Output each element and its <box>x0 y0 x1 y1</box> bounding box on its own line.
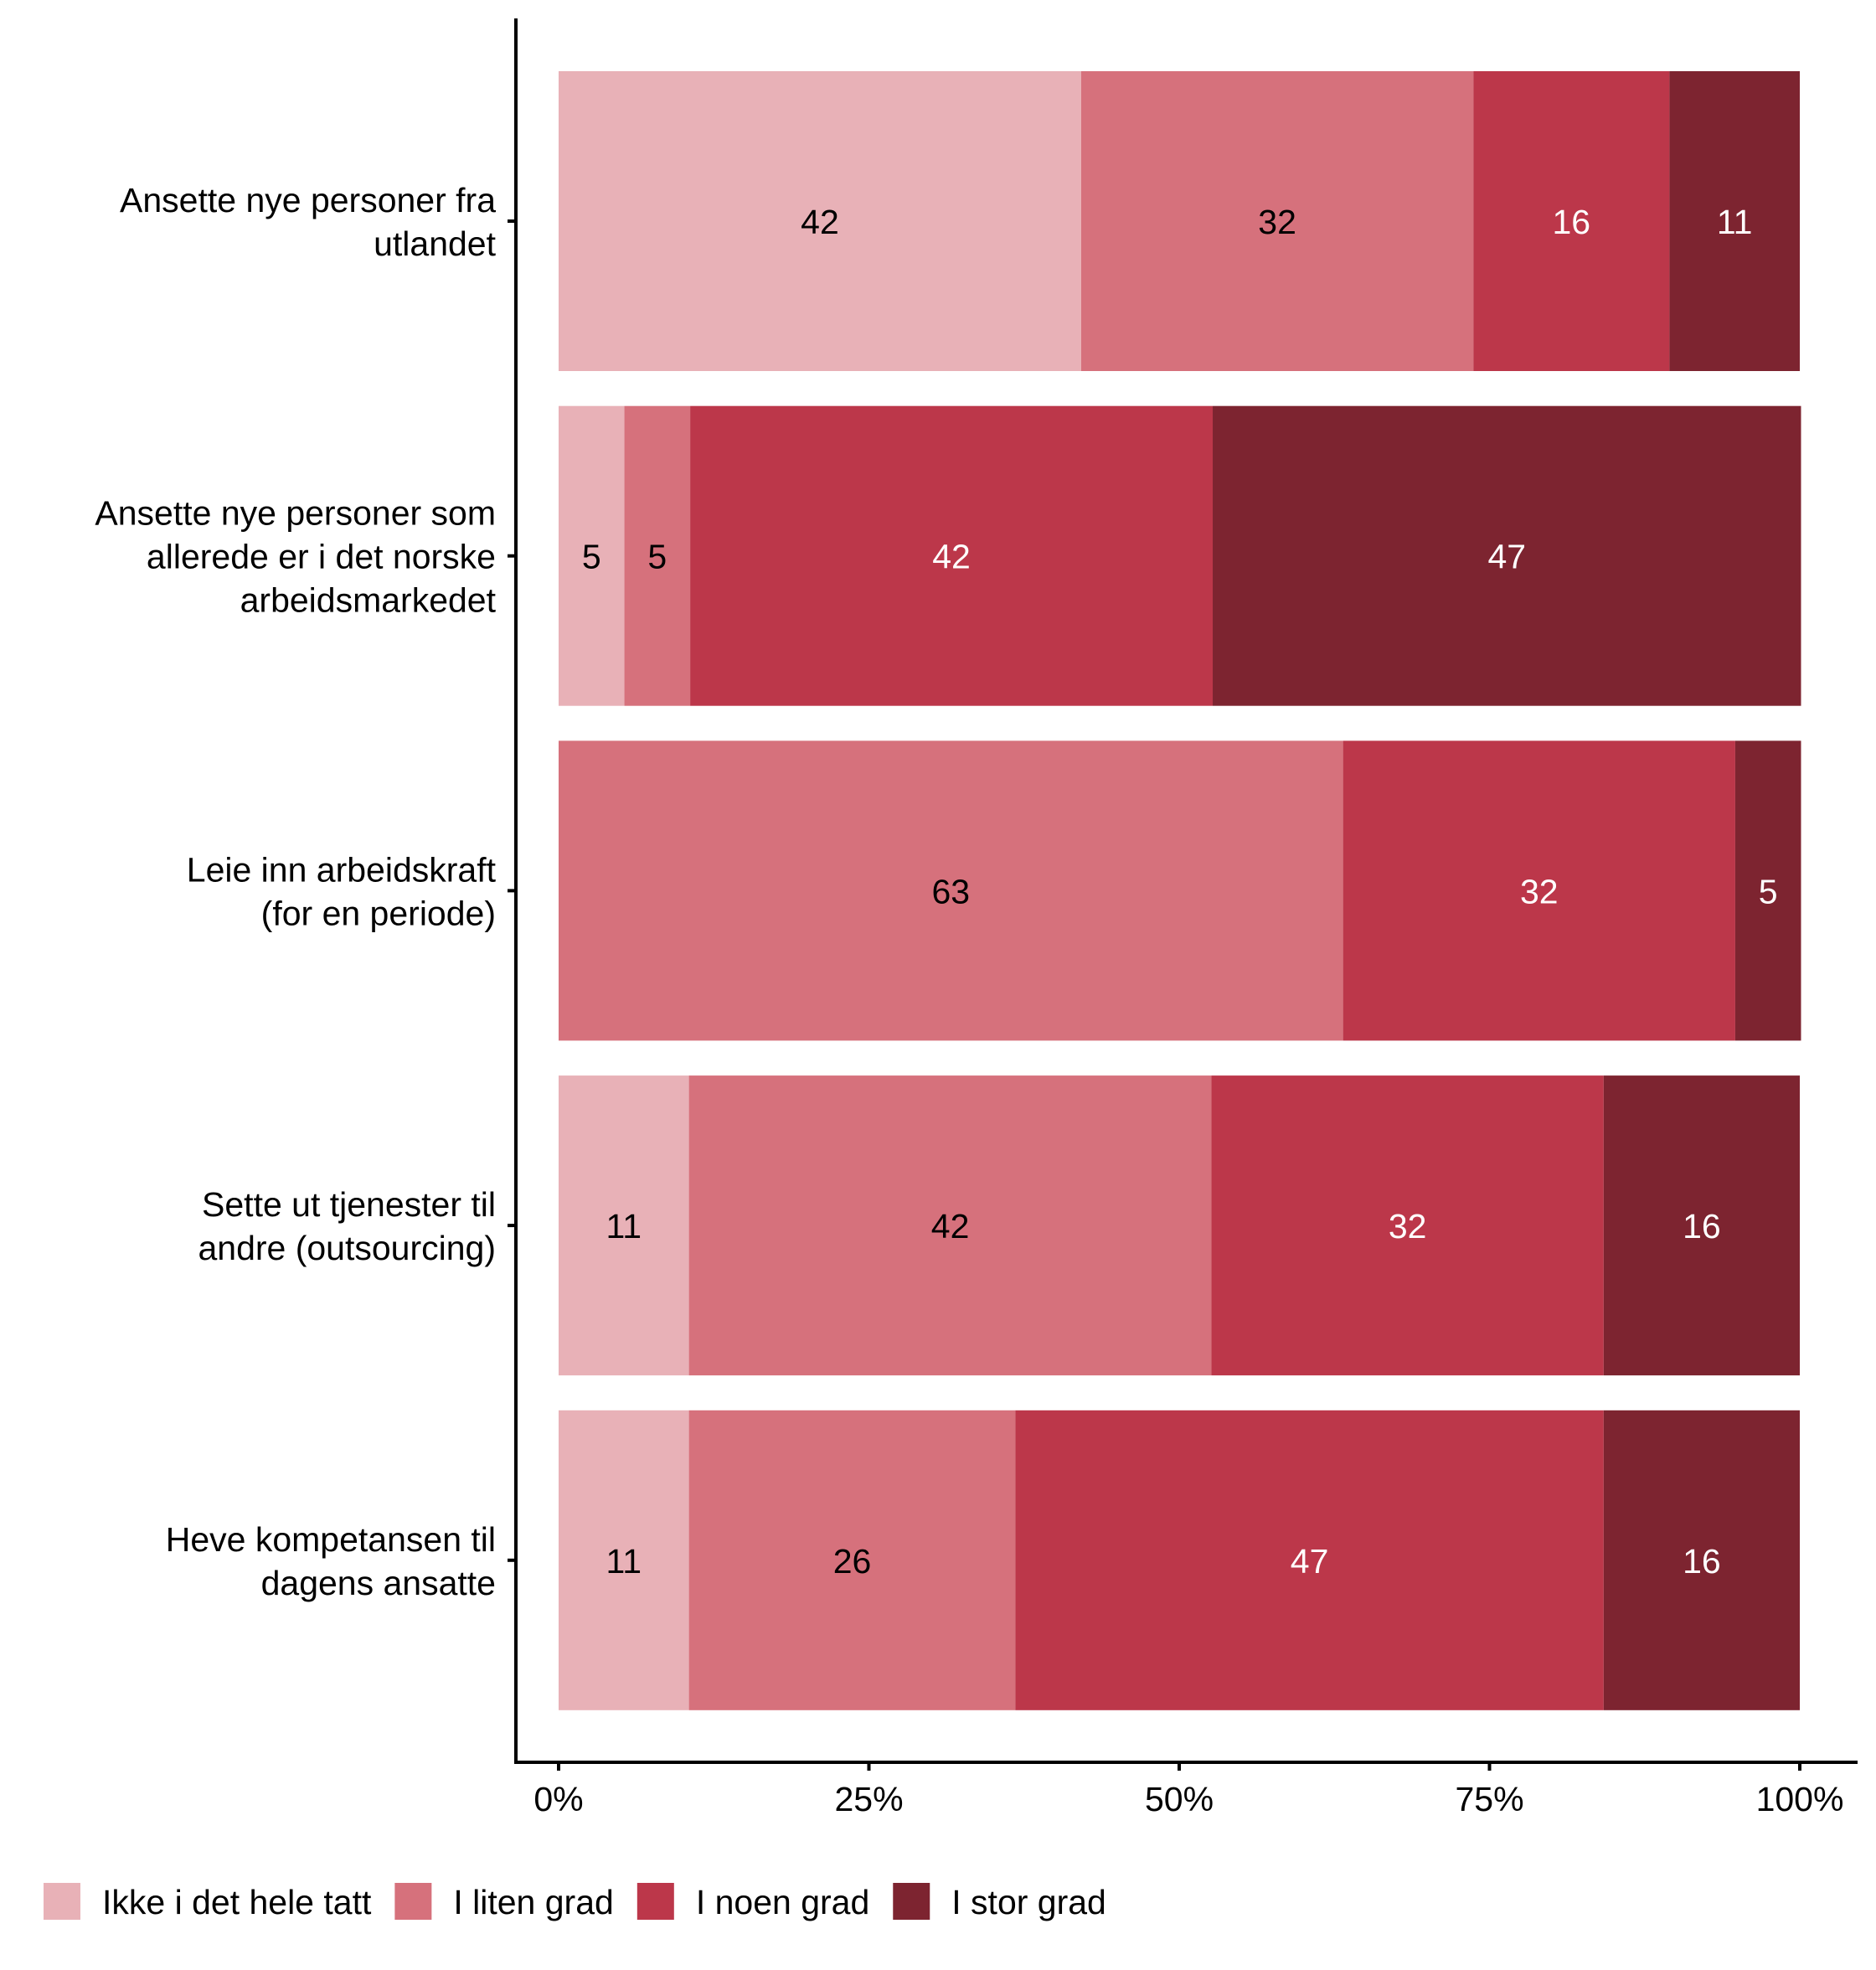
bar-segment <box>559 405 625 706</box>
category-label: Heve kompetansen til <box>166 1520 496 1559</box>
value-label: 11 <box>1717 203 1753 241</box>
bar-segment <box>559 1410 689 1710</box>
category-label: Leie inn arbeidskraft <box>187 850 497 889</box>
category-label: Ansette nye personer fra <box>120 181 496 219</box>
bar-segment <box>559 71 1081 371</box>
x-tick-label: 0% <box>533 1780 583 1818</box>
bar-segment <box>1211 1075 1604 1376</box>
value-label: 5 <box>582 538 601 576</box>
value-label: 42 <box>931 1207 970 1245</box>
value-label: 26 <box>833 1542 872 1581</box>
category-label: arbeidsmarkedet <box>240 581 497 620</box>
x-tick-label: 25% <box>834 1780 903 1818</box>
category-label: utlandet <box>374 224 497 263</box>
legend-item: I noen grad <box>636 1883 869 1921</box>
value-label: 11 <box>606 1207 642 1245</box>
bar-segment <box>690 405 1214 706</box>
value-label: 32 <box>1389 1207 1427 1245</box>
legend-swatch <box>636 1883 674 1920</box>
y-axis-ticks: Ansette nye personer fra utlandet Ansette … <box>95 181 516 1602</box>
value-label: 32 <box>1258 203 1296 241</box>
bar-segment <box>1015 1410 1604 1710</box>
legend-label: Ikke i det hele tatt <box>102 1883 372 1921</box>
value-label: 47 <box>1291 1542 1329 1581</box>
value-label: 5 <box>647 538 667 576</box>
category-label: andre (outsourcing) <box>198 1229 496 1267</box>
value-label: 16 <box>1683 1207 1721 1245</box>
x-axis-ticks: 0% 25% 50% 75% 100% <box>533 1762 1843 1818</box>
value-label: 42 <box>932 538 971 576</box>
bar-segment <box>559 1075 689 1376</box>
category-label: Ansette nye personer som <box>95 494 496 533</box>
category-label: allerede er i det norske <box>147 538 496 576</box>
value-label: 63 <box>932 872 971 910</box>
bar-segment <box>1473 71 1670 371</box>
bar-segment <box>688 1075 1212 1376</box>
bar-segment <box>1343 740 1735 1041</box>
value-label: 42 <box>801 203 839 241</box>
value-label: 16 <box>1553 203 1591 241</box>
bar-segment <box>1603 1410 1800 1710</box>
value-label: 32 <box>1520 872 1559 910</box>
x-tick-label: 50% <box>1145 1780 1214 1818</box>
legend-swatch <box>893 1883 930 1920</box>
value-label: 5 <box>1759 872 1778 910</box>
bar-segment <box>624 405 691 706</box>
legend-swatch <box>44 1883 80 1920</box>
legend-item: I liten grad <box>394 1883 614 1921</box>
value-label: 47 <box>1487 538 1526 576</box>
bar-segment <box>559 740 1343 1041</box>
bar-segment <box>1734 740 1801 1041</box>
category-label: dagens ansatte <box>261 1564 496 1602</box>
bars-layer <box>559 71 1801 1710</box>
category-label: (for en periode) <box>261 894 496 932</box>
value-label: 16 <box>1683 1542 1721 1581</box>
legend-item: I stor grad <box>893 1883 1106 1921</box>
bar-segment <box>1213 405 1801 706</box>
value-labels-layer: 42 32 16 11 5 5 42 47 63 32 5 11 42 32 16 11 26 47 16 <box>582 203 1778 1581</box>
value-label: 11 <box>606 1542 642 1581</box>
bar-segment <box>1669 71 1800 371</box>
bar-segment <box>1080 71 1474 371</box>
legend-label: I stor grad <box>951 1883 1106 1921</box>
legend-swatch <box>394 1883 432 1920</box>
bar-segment <box>1603 1075 1800 1376</box>
legend-label: I noen grad <box>696 1883 869 1921</box>
legend-label: I liten grad <box>453 1883 613 1921</box>
category-label: Sette ut tjenester til <box>202 1185 496 1224</box>
bar-segment <box>688 1410 1016 1710</box>
x-tick-label: 100% <box>1756 1780 1844 1818</box>
x-tick-label: 75% <box>1455 1780 1523 1818</box>
legend-item: Ikke i det hele tatt <box>44 1883 372 1921</box>
legend: Ikke i det hele tatt I liten grad I noen g… <box>44 1883 1106 1921</box>
